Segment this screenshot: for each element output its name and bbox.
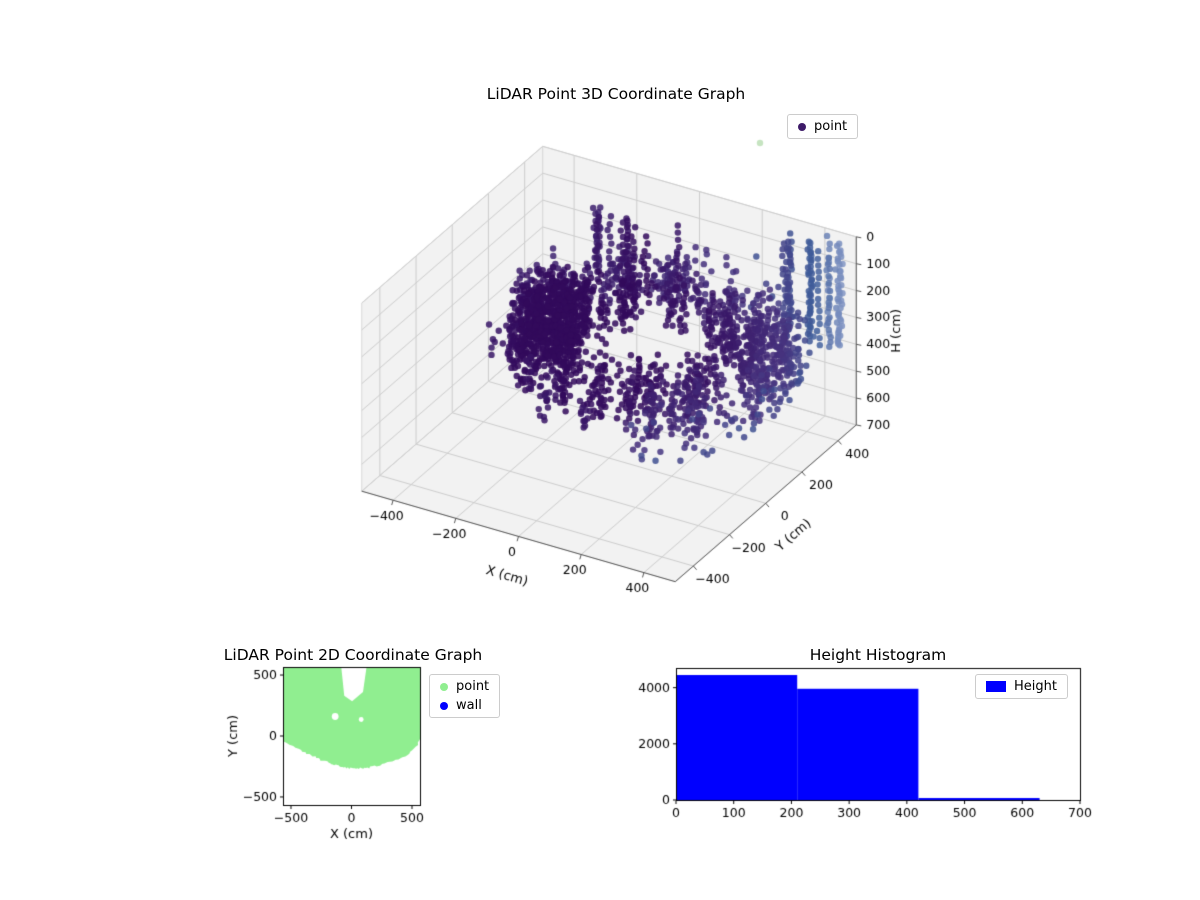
- 3d-scatter-canvas: [290, 95, 970, 645]
- legend-item-height: Height: [986, 679, 1057, 694]
- legend-label-point-3d: point: [814, 119, 848, 134]
- legend-item-point-2d: point: [440, 679, 489, 694]
- histogram-legend: Height: [975, 674, 1068, 699]
- height-marker-icon: [986, 681, 1006, 692]
- point-marker-icon: [798, 122, 806, 131]
- legend-item-point-3d: point: [798, 119, 847, 134]
- 3d-chart-title: LiDAR Point 3D Coordinate Graph: [486, 85, 746, 103]
- 2d-legend: point wall: [429, 674, 501, 718]
- legend-label-point-2d: point: [456, 679, 490, 694]
- legend-item-wall-2d: wall: [440, 698, 489, 713]
- wall-marker-icon: [440, 701, 448, 710]
- histogram-canvas: [636, 638, 1106, 868]
- 2d-scatter-canvas: [205, 638, 535, 868]
- 2d-chart-title: LiDAR Point 2D Coordinate Graph: [223, 646, 483, 664]
- legend-label-height: Height: [1014, 679, 1057, 694]
- legend-label-wall-2d: wall: [456, 698, 482, 713]
- point-marker-icon: [440, 682, 448, 691]
- histogram-title: Height Histogram: [809, 646, 947, 664]
- 3d-legend: point: [787, 114, 859, 139]
